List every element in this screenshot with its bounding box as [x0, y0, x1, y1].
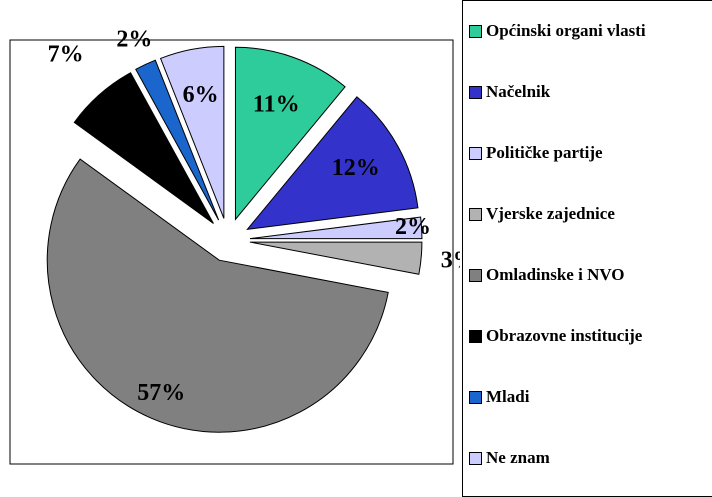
- legend: Općinski organi vlasti Načelnik Političke …: [462, 0, 712, 497]
- legend-label: Obrazovne institucije: [486, 326, 643, 345]
- data-label: 12%: [332, 155, 380, 181]
- pie-slice: [46, 158, 389, 433]
- data-label: 2%: [116, 27, 152, 53]
- chart: 11% 12% 2% 3% 57% 7% 2% 6%: [9, 27, 460, 465]
- legend-entry: Omladinske i NVO: [469, 265, 709, 285]
- legend-label: Načelnik: [486, 82, 551, 101]
- data-label: 2%: [395, 214, 431, 240]
- legend-entry: Ne znam: [469, 448, 709, 468]
- legend-swatch: [469, 86, 482, 99]
- data-label: 6%: [183, 82, 219, 108]
- data-label: 57%: [137, 380, 185, 406]
- legend-entry: Vjerske zajednice: [469, 204, 709, 224]
- legend-swatch: [469, 269, 482, 282]
- pie: 11% 12% 2% 3% 57% 7% 2% 6%: [46, 27, 460, 433]
- legend-entry: Načelnik: [469, 82, 709, 102]
- pie-slice: [246, 96, 419, 231]
- legend-swatch: [469, 452, 482, 465]
- data-label: 7%: [48, 41, 84, 67]
- legend-entry: Općinski organi vlasti: [469, 21, 709, 41]
- legend-swatch: [469, 25, 482, 38]
- legend-label: Općinski organi vlasti: [486, 21, 646, 40]
- legend-swatch: [469, 208, 482, 221]
- legend-label: Političke partije: [486, 143, 603, 162]
- legend-entry: Mladi: [469, 387, 709, 407]
- legend-label: Ne znam: [486, 448, 550, 467]
- pie-slice: [135, 59, 220, 221]
- pie-slice: [159, 45, 225, 219]
- data-label: 11%: [253, 92, 300, 118]
- legend-label: Omladinske i NVO: [486, 265, 625, 284]
- legend-swatch: [469, 391, 482, 404]
- legend-swatch: [469, 147, 482, 160]
- legend-label: Mladi: [486, 387, 530, 406]
- legend-swatch: [469, 330, 482, 343]
- pie-slice: [73, 72, 214, 224]
- pie-slice: [249, 241, 423, 275]
- legend-entry: Političke partije: [469, 143, 709, 163]
- data-label: 3%: [441, 247, 460, 273]
- legend-entry: Obrazovne institucije: [469, 326, 709, 346]
- pie-slice: [234, 46, 346, 221]
- legend-label: Vjerske zajednice: [486, 204, 615, 223]
- pie-slice: [249, 216, 423, 240]
